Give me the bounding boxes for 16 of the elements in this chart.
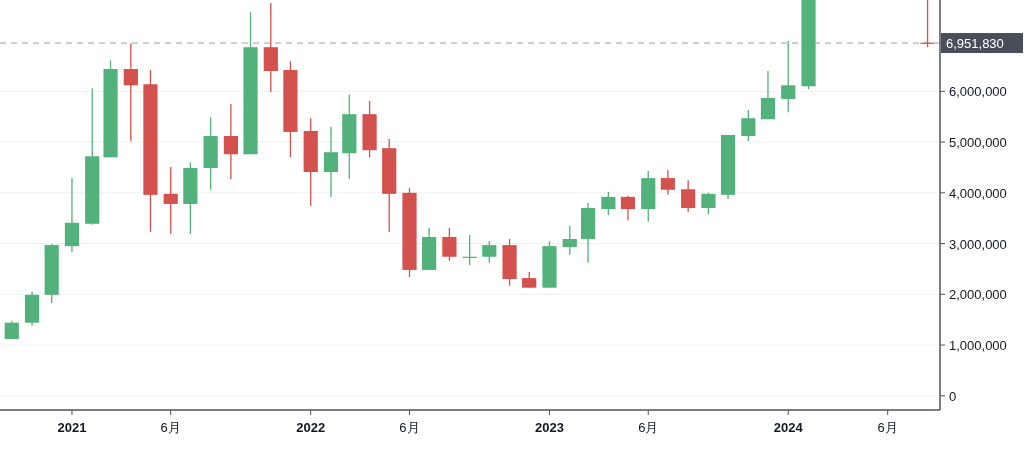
x-tick-label: 6月 (399, 420, 420, 435)
y-tick-label: 5,000,000 (949, 135, 1007, 151)
x-tick-label: 6月 (877, 420, 898, 435)
x-tick-label: 2021 (57, 420, 87, 435)
x-tick-label: 2022 (296, 420, 326, 435)
y-tick-label: 0 (949, 388, 957, 404)
x-tick-label: 6月 (638, 420, 659, 435)
ref-line-label: 6,951,830 (946, 36, 1004, 52)
x-tick-label: 2024 (773, 420, 804, 435)
y-tick-label: 2,000,000 (949, 287, 1007, 303)
y-tick-label: 3,000,000 (949, 236, 1007, 252)
y-tick-label: 6,000,000 (949, 84, 1007, 100)
y-tick-label: 4,000,000 (949, 185, 1007, 201)
y-tick-label: 1,000,000 (949, 338, 1007, 354)
x-tick-label: 2023 (535, 420, 564, 435)
x-tick-label: 6月 (160, 420, 181, 435)
